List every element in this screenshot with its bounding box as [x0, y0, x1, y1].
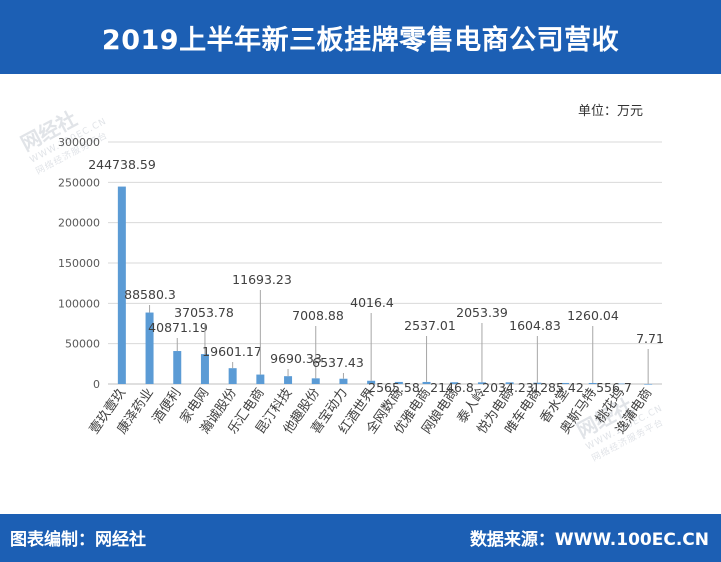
- y-tick-label: 100000: [58, 297, 100, 310]
- bar: [200, 354, 209, 384]
- data-label: 1285.42: [532, 380, 584, 395]
- data-label: 244738.59: [88, 157, 156, 172]
- bar: [644, 383, 653, 385]
- data-label: 2034.23: [482, 380, 534, 395]
- bar: [311, 378, 320, 384]
- y-tick-label: 200000: [58, 217, 100, 230]
- bar: [367, 380, 376, 384]
- data-label: 1260.04: [567, 308, 619, 323]
- header-banner: 2019上半年新三板挂牌零售电商公司营收: [0, 0, 721, 74]
- data-label: 88580.3: [124, 287, 176, 302]
- bar: [339, 378, 348, 384]
- y-tick-label: 50000: [65, 338, 100, 351]
- data-label: 2537.01: [404, 318, 456, 333]
- bar: [422, 381, 431, 384]
- data-label: 11693.23: [232, 272, 292, 287]
- bar: [533, 382, 542, 384]
- revenue-bar-chart: 0 50000 100000 150000 200000 250000 300000 2447…: [58, 136, 664, 437]
- data-label: 19601.17: [202, 344, 262, 359]
- footer-banner: 图表编制：网经社 数据来源：WWW.100EC.CN: [0, 514, 721, 562]
- footer-credit: 图表编制：网经社: [10, 530, 146, 550]
- data-label: 7.71: [636, 331, 664, 346]
- bar: [477, 382, 486, 384]
- bar: [256, 374, 265, 384]
- data-label: 37053.78: [174, 305, 234, 320]
- data-label: 2146.8: [430, 380, 474, 395]
- bar: [505, 382, 514, 384]
- y-tick-label: 300000: [58, 136, 100, 149]
- data-label: 2565.58: [368, 380, 420, 395]
- data-label: 1604.83: [509, 318, 561, 333]
- bar: [284, 376, 293, 384]
- data-label: 556.7: [596, 380, 632, 395]
- bar: [173, 351, 182, 384]
- data-label: 40871.19: [148, 320, 208, 335]
- data-label: 4016.4: [350, 295, 394, 310]
- bar: [228, 368, 237, 384]
- bar: [588, 382, 597, 384]
- data-label: 7008.88: [292, 308, 344, 323]
- data-label: 2053.39: [456, 305, 508, 320]
- bar: [117, 186, 126, 384]
- category-label: 酒便利: [150, 386, 185, 427]
- page-title: 2019上半年新三板挂牌零售电商公司营收: [101, 24, 620, 56]
- y-tick-label: 0: [93, 378, 100, 391]
- y-tick-label: 250000: [58, 176, 100, 189]
- footer-source: 数据来源：WWW.100EC.CN: [469, 530, 709, 550]
- bar: [145, 312, 154, 384]
- unit-label: 单位：万元: [578, 104, 644, 119]
- bar: [561, 382, 570, 384]
- bar: [394, 381, 403, 384]
- data-label: 6537.43: [312, 355, 364, 370]
- bar: [616, 383, 625, 385]
- bar: [450, 382, 459, 384]
- y-tick-label: 150000: [58, 257, 100, 270]
- data-label: 9690.33: [270, 351, 322, 366]
